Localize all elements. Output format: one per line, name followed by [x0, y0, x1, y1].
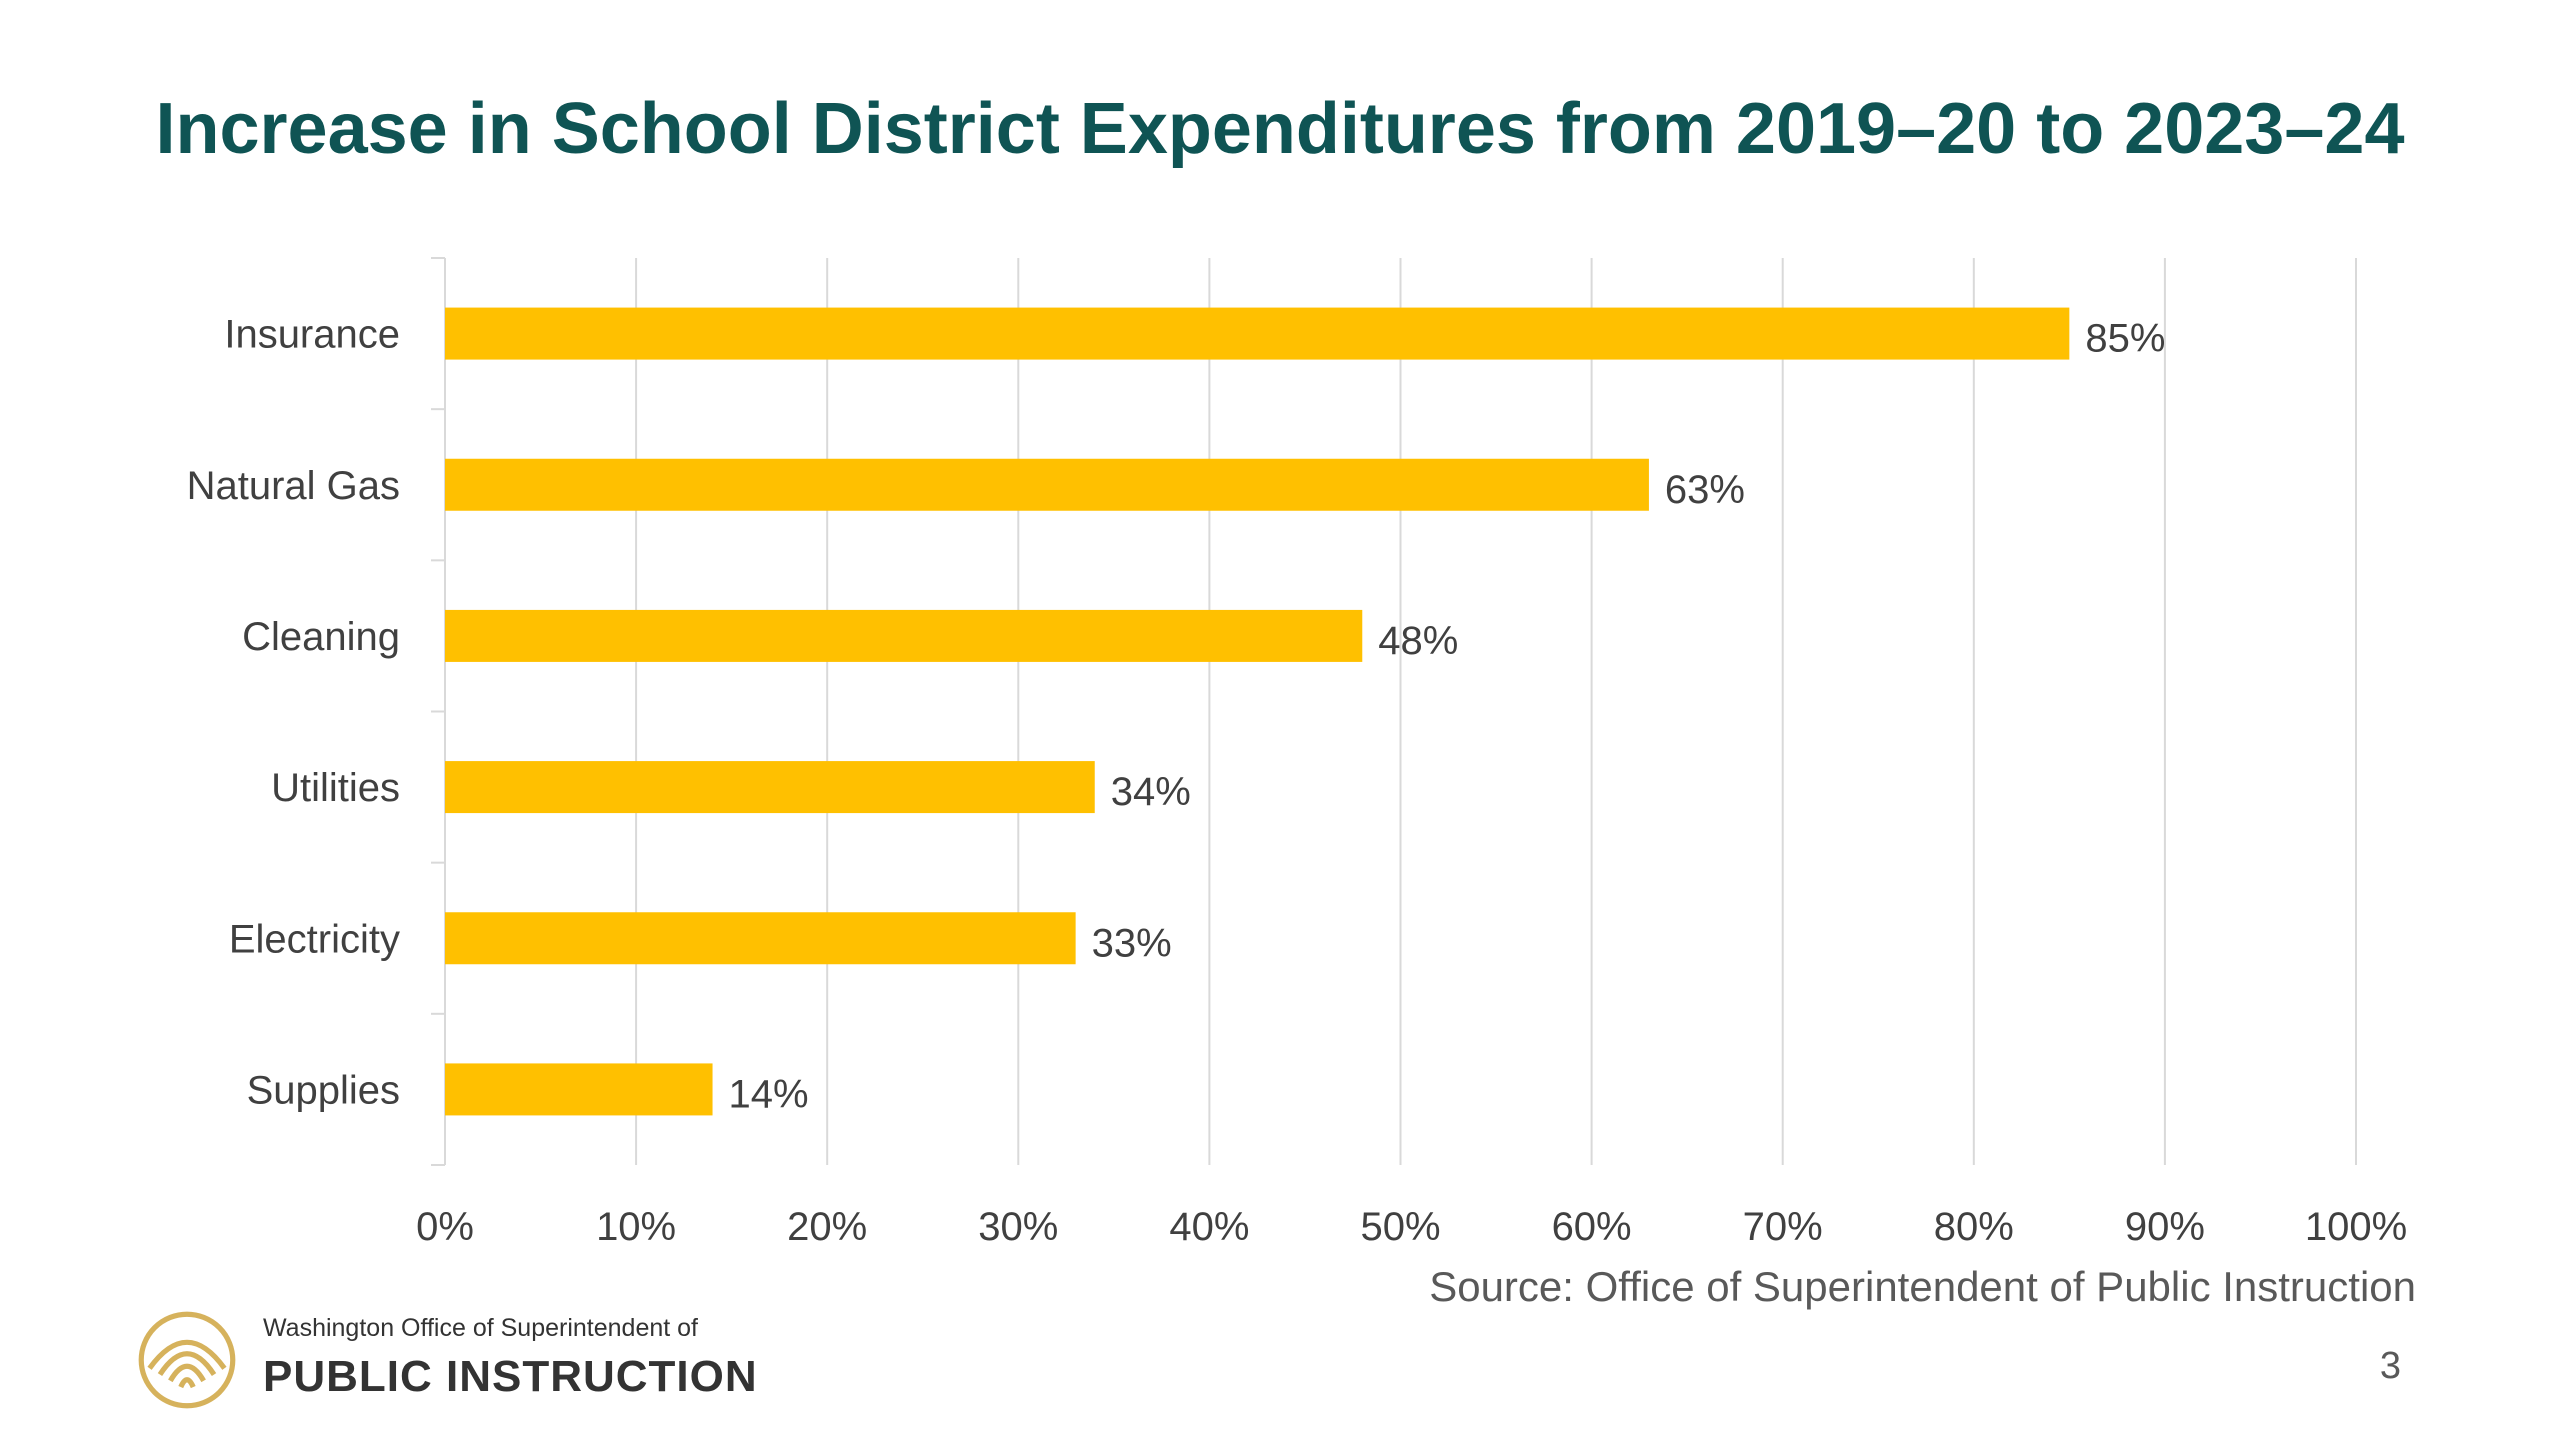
bar [445, 912, 1076, 965]
logo-subtitle: Washington Office of Superintendent of [263, 1314, 698, 1342]
x-tick-label: 30% [978, 1205, 1058, 1249]
data-label: 85% [2085, 317, 2165, 361]
source-note: Source: Office of Superintendent of Publ… [1429, 1263, 2416, 1310]
data-label: 63% [1665, 468, 1745, 512]
bar [445, 307, 2070, 360]
chart-gridlines [444, 258, 2357, 1165]
category-label: Supplies [247, 1068, 400, 1112]
bar [445, 458, 1649, 511]
x-tick-label: 50% [1360, 1205, 1440, 1249]
x-tick-label: 20% [787, 1205, 867, 1249]
x-tick-label: 80% [1934, 1205, 2014, 1249]
category-label: Electricity [229, 917, 400, 961]
data-label: 34% [1111, 770, 1191, 814]
chart-axis [431, 257, 446, 1166]
data-label: 14% [729, 1072, 809, 1116]
x-tick-label: 70% [1743, 1205, 1823, 1249]
category-label: Utilities [271, 766, 400, 810]
logo-title: PUBLIC INSTRUCTION [263, 1352, 758, 1401]
ospi-seal-icon [138, 1311, 236, 1409]
x-tick-label: 40% [1169, 1205, 1249, 1249]
category-label: Natural Gas [187, 464, 400, 508]
bar [445, 761, 1095, 814]
slide-title: Increase in School District Expenditures… [155, 89, 2405, 169]
data-label: 48% [1378, 619, 1458, 663]
bar [445, 609, 1363, 662]
x-tick-label: 100% [2305, 1205, 2407, 1249]
x-tick-label: 60% [1552, 1205, 1632, 1249]
x-tick-label: 10% [596, 1205, 676, 1249]
category-label: Insurance [224, 313, 400, 357]
chart-bars [445, 307, 2070, 1116]
x-tick-label: 0% [416, 1205, 474, 1249]
chart-labels: 0% 10% 20% 30% 40% 50% 60% 70% 80% 90% 100% Insuran… [187, 313, 2408, 1249]
ospi-logo: Washington Office of Superintendent of P… [135, 1308, 758, 1418]
bar [445, 1063, 713, 1116]
category-label: Cleaning [242, 615, 400, 659]
x-tick-label: 90% [2125, 1205, 2205, 1249]
page-number: 3 [2379, 1345, 2401, 1387]
data-label: 33% [1092, 921, 1172, 965]
